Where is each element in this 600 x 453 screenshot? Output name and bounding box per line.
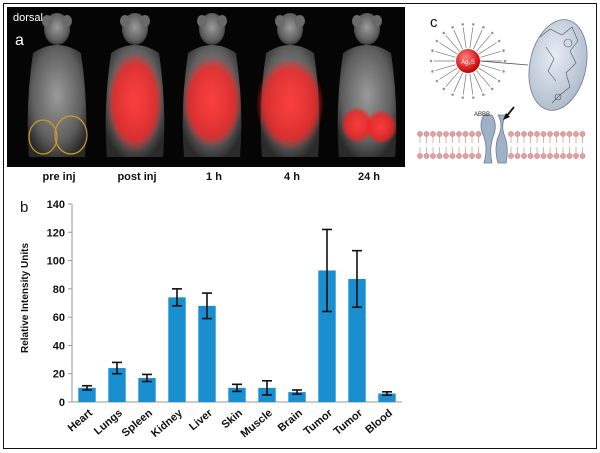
panel-b-label: b [20,199,28,216]
y-tick-label: 120 [47,227,65,239]
y-tick-label: 100 [47,256,65,268]
receptor-label: ABBB [474,112,490,118]
bar-tumor [318,270,336,402]
binding-arrowhead [503,113,510,120]
y-tick-label: 80 [53,284,65,296]
chart-svg: b 0 20 40 60 80 100 120 140 HeartLungsSpleenKid… [20,199,402,440]
peptide-blob [528,19,588,111]
nanoparticle-core [456,49,480,73]
fluorescence-signal [256,58,324,150]
x-tick-label: Heart [66,407,96,434]
x-tick-label: Kidney [149,407,185,440]
fluorescence-signal [107,52,163,152]
nanoparticle-label: Ag₂S [461,60,475,66]
panel-a-label: a [15,32,24,49]
y-tick-label: 20 [53,369,65,381]
bar-brain [288,392,306,402]
mouse-image [337,13,397,157]
mouse-image [105,13,165,157]
x-tick-label: Blood [363,407,395,436]
ligand-shell [429,23,507,99]
bar-liver [198,305,216,402]
y-tick-label: 0 [59,397,65,409]
time-point-label: post inj [117,171,157,183]
bar-spleen [138,377,156,402]
peptide-structure [539,26,579,104]
x-tick-label: Liver [187,407,215,434]
y-tick-label: 60 [53,312,65,324]
y-axis-title: Relative Intensity Units [20,243,31,353]
panel-c-label: c [430,14,438,31]
mouse-image [182,13,242,157]
fluorescence-signal [341,107,373,143]
time-point-label: pre inj [42,171,76,183]
receptor-right [495,114,508,164]
tumor-outline [28,119,58,155]
schematic-svg: c Ag₂S ABBB [417,14,588,164]
bar-tumor [348,278,366,402]
mouse-image [256,13,324,157]
mouse-image [27,13,88,157]
view-label: dorsal [13,12,43,24]
panel-a-imaging: dorsal a [7,7,405,167]
bar-lungs [108,368,126,402]
time-point-labels: pre inj post inj 1 h 4 h 24 h [7,168,405,190]
x-tick-label: Tumor [332,407,366,438]
fluorescence-signal [365,110,397,144]
time-point-label: 1 h [206,171,222,183]
figure-frame [3,3,597,449]
x-tick-label: Tumor [302,407,336,438]
x-tick-label: Spleen [120,407,156,440]
y-tick-label: 140 [47,199,65,211]
tumor-outline [54,115,88,155]
x-tick-label: Brain [276,407,305,434]
y-tick-label: 40 [53,340,65,352]
time-point-label: 4 h [284,171,300,183]
panel-c-schematic: c Ag₂S ABBB [410,7,596,172]
biodistribution-chart: b 0 20 40 60 80 100 120 140 Heart Lungs Spleen Kid… [10,190,410,448]
bar-heart [78,387,96,402]
bar-kidney [168,297,186,402]
receptor-left [480,114,496,164]
x-tick-label: Lungs [92,407,125,437]
cell-membrane [417,131,586,159]
x-tick-label: Muscle [239,407,275,440]
fluorescence-signal [182,56,242,148]
bar-blood [378,393,396,402]
time-point-label: 24 h [357,171,381,183]
linker [479,60,529,66]
imaging-svg: dorsal a [7,7,405,167]
